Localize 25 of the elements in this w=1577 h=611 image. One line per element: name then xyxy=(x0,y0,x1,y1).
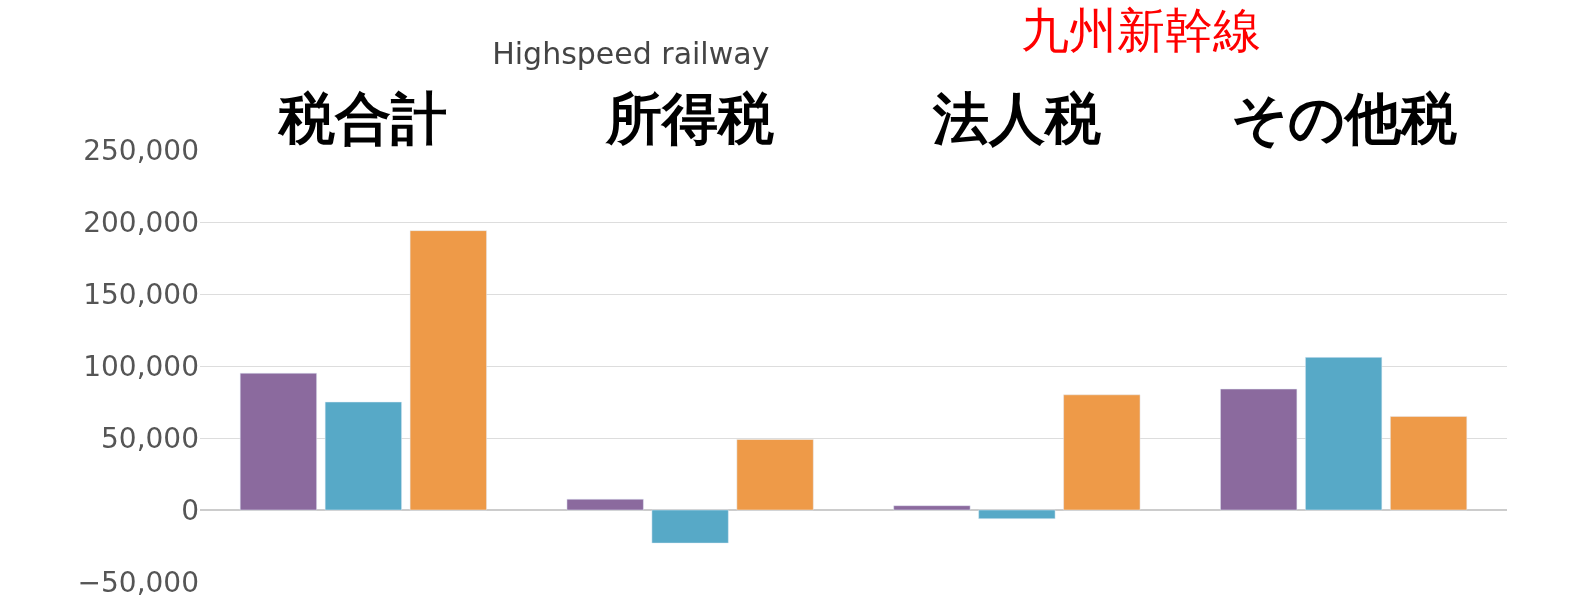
bar xyxy=(566,498,644,511)
y-tick-label: 50,000 xyxy=(101,421,199,455)
x-tick-label: その他税 xyxy=(1230,85,1457,151)
y-tick-label: 200,000 xyxy=(83,205,199,239)
bar xyxy=(239,372,317,511)
bar xyxy=(651,509,729,544)
chart-title: Highspeed railway xyxy=(492,35,770,71)
bar xyxy=(324,401,402,511)
x-tick-label: 税合計 xyxy=(277,85,448,151)
bar xyxy=(1063,394,1141,511)
bar xyxy=(409,230,487,511)
y-tick-label: 0 xyxy=(181,493,199,527)
y-tick-label: −50,000 xyxy=(77,565,199,599)
bar xyxy=(893,505,971,511)
bar xyxy=(736,439,814,511)
x-tick-label: 所得税 xyxy=(605,85,775,151)
x-tick-label: 法人税 xyxy=(931,85,1101,151)
text: 九州新幹線 xyxy=(1021,2,1261,58)
y-tick-label: 100,000 xyxy=(83,349,199,383)
bar xyxy=(978,509,1056,519)
y-tick-label: 150,000 xyxy=(83,277,199,311)
bar xyxy=(1305,357,1383,511)
y-tick-label: 250,000 xyxy=(83,133,199,167)
bar xyxy=(1390,416,1468,511)
bar xyxy=(1220,388,1298,511)
